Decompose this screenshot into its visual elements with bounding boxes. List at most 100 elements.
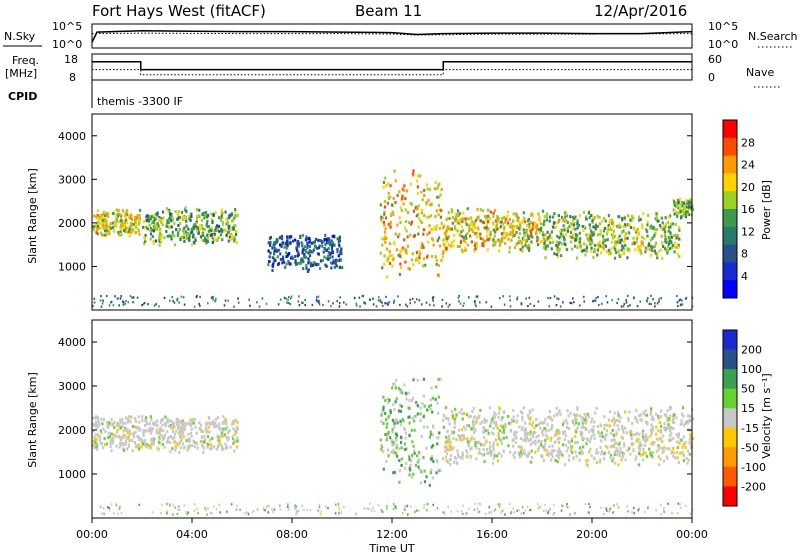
velocity-cell-1229 (482, 430, 485, 434)
velocity-cell-672 (436, 436, 439, 440)
velocity-cell-883 (603, 415, 606, 419)
power-cell-274 (199, 223, 202, 227)
velocity-cell-1247 (667, 426, 671, 430)
power-cell-1929 (689, 201, 692, 205)
velocity-cell-1612 (612, 438, 615, 442)
velocity-ground-cell-166 (608, 510, 611, 513)
power-cell-156 (98, 215, 101, 219)
velocity-ground-cell-120 (526, 505, 529, 508)
velocity-cell-689 (419, 481, 423, 485)
range-tick-label-2: 3000 (58, 173, 86, 186)
power-cell-1144 (486, 230, 489, 234)
velocity-cell-1379 (639, 418, 642, 422)
power-cell-1487 (670, 241, 673, 245)
velocity-cell-453 (232, 442, 235, 446)
power-cell-496 (195, 221, 198, 225)
velocity-cell-62 (232, 437, 235, 441)
velocity-cell-1065 (618, 454, 622, 458)
power-cell-235 (231, 237, 234, 241)
velocity-cell-1081 (621, 426, 624, 430)
power-cell-863 (433, 187, 437, 191)
velocity-cell-1039 (543, 442, 547, 446)
power-cell-1626 (645, 228, 648, 232)
power-cell-1359 (540, 226, 543, 230)
velocity-cell-1347 (657, 414, 660, 418)
power-cell-1816 (671, 244, 674, 248)
velocity-ground-cell-231 (115, 502, 117, 505)
power-ground-cell-65 (625, 301, 628, 304)
power-cell-1758 (636, 235, 639, 239)
velocity-cell-985 (514, 441, 517, 445)
velocity-cell-37 (219, 434, 223, 438)
velocity-cell-454 (97, 419, 100, 423)
power-ground-cell-154 (479, 301, 481, 304)
power-cell-332 (150, 221, 153, 225)
power-cell-939 (402, 202, 405, 206)
power-cell-1038 (443, 242, 446, 246)
power-cell-806 (405, 229, 408, 233)
velocity-cell-901 (566, 409, 569, 413)
velocity-cell-1005 (445, 435, 448, 439)
velocity-cell-379 (108, 432, 111, 436)
velocity-cell-542 (380, 447, 383, 451)
power-cell-1191 (487, 208, 490, 212)
velocity-cell-1128 (643, 436, 647, 440)
power-colorbar-tick-1: 24 (741, 159, 755, 172)
power-ground-cell-66 (358, 296, 361, 299)
power-cell-1504 (565, 214, 568, 218)
velocity-cell-1309 (496, 426, 499, 430)
velocity-cell-225 (92, 439, 96, 443)
power-cell-459 (155, 227, 158, 231)
power-cell-1664 (590, 246, 593, 250)
time-tick-label-6: 00:00 (676, 528, 708, 541)
power-cell-590 (306, 241, 309, 245)
power-cell-1764 (675, 236, 678, 240)
velocity-cell-0 (235, 425, 239, 429)
power-cell-1224 (468, 225, 471, 229)
velocity-cell-1142 (458, 455, 461, 459)
power-cell-843 (435, 258, 438, 262)
velocity-ground-cell-103 (544, 503, 546, 506)
power-ground-cell-146 (122, 303, 125, 306)
velocity-cell-1548 (657, 416, 660, 420)
power-cell-164 (131, 228, 135, 232)
velocity-cell-801 (588, 430, 591, 434)
power-cell-1735 (649, 247, 652, 251)
velocity-cell-198 (116, 428, 119, 432)
power-cell-363 (192, 227, 196, 231)
power-cell-386 (176, 233, 180, 237)
velocity-cell-487 (235, 429, 238, 433)
power-ground-cell-237 (498, 297, 501, 300)
power-cell-538 (267, 263, 270, 267)
velocity-cell-1315 (657, 455, 660, 459)
power-cell-1362 (450, 208, 453, 212)
power-cell-9 (138, 221, 141, 225)
power-cell-147 (100, 218, 103, 222)
power-ground-cell-230 (355, 302, 358, 305)
velocity-cell-1508 (529, 443, 532, 447)
velocity-cell-177 (233, 429, 236, 433)
power-cell-306 (221, 238, 224, 242)
velocity-cell-551 (412, 472, 415, 476)
velocity-ground-cell-211 (306, 508, 309, 511)
power-cell-665 (317, 262, 320, 266)
power-ground-cell-217 (406, 305, 409, 308)
power-cell-922 (389, 195, 392, 199)
power-cell-1617 (590, 231, 594, 235)
velocity-cell-1511 (479, 422, 482, 426)
velocity-cell-1046 (590, 454, 593, 458)
power-ground-cell-63 (578, 304, 581, 307)
power-cell-1426 (655, 228, 659, 232)
power-panel-frame (91, 113, 693, 311)
velocity-cell-1529 (585, 442, 588, 446)
velocity-ground-cell-255 (462, 512, 464, 515)
velocity-colorbar-tick-3: 15 (741, 402, 755, 415)
power-cell-1616 (546, 235, 549, 239)
power-cell-220 (213, 230, 216, 234)
power-cell-236 (197, 229, 200, 233)
velocity-cell-961 (687, 449, 690, 453)
velocity-cell-793 (449, 445, 453, 449)
power-cell-839 (384, 216, 388, 220)
velocity-cell-259 (173, 436, 176, 440)
power-cell-148 (138, 208, 142, 212)
